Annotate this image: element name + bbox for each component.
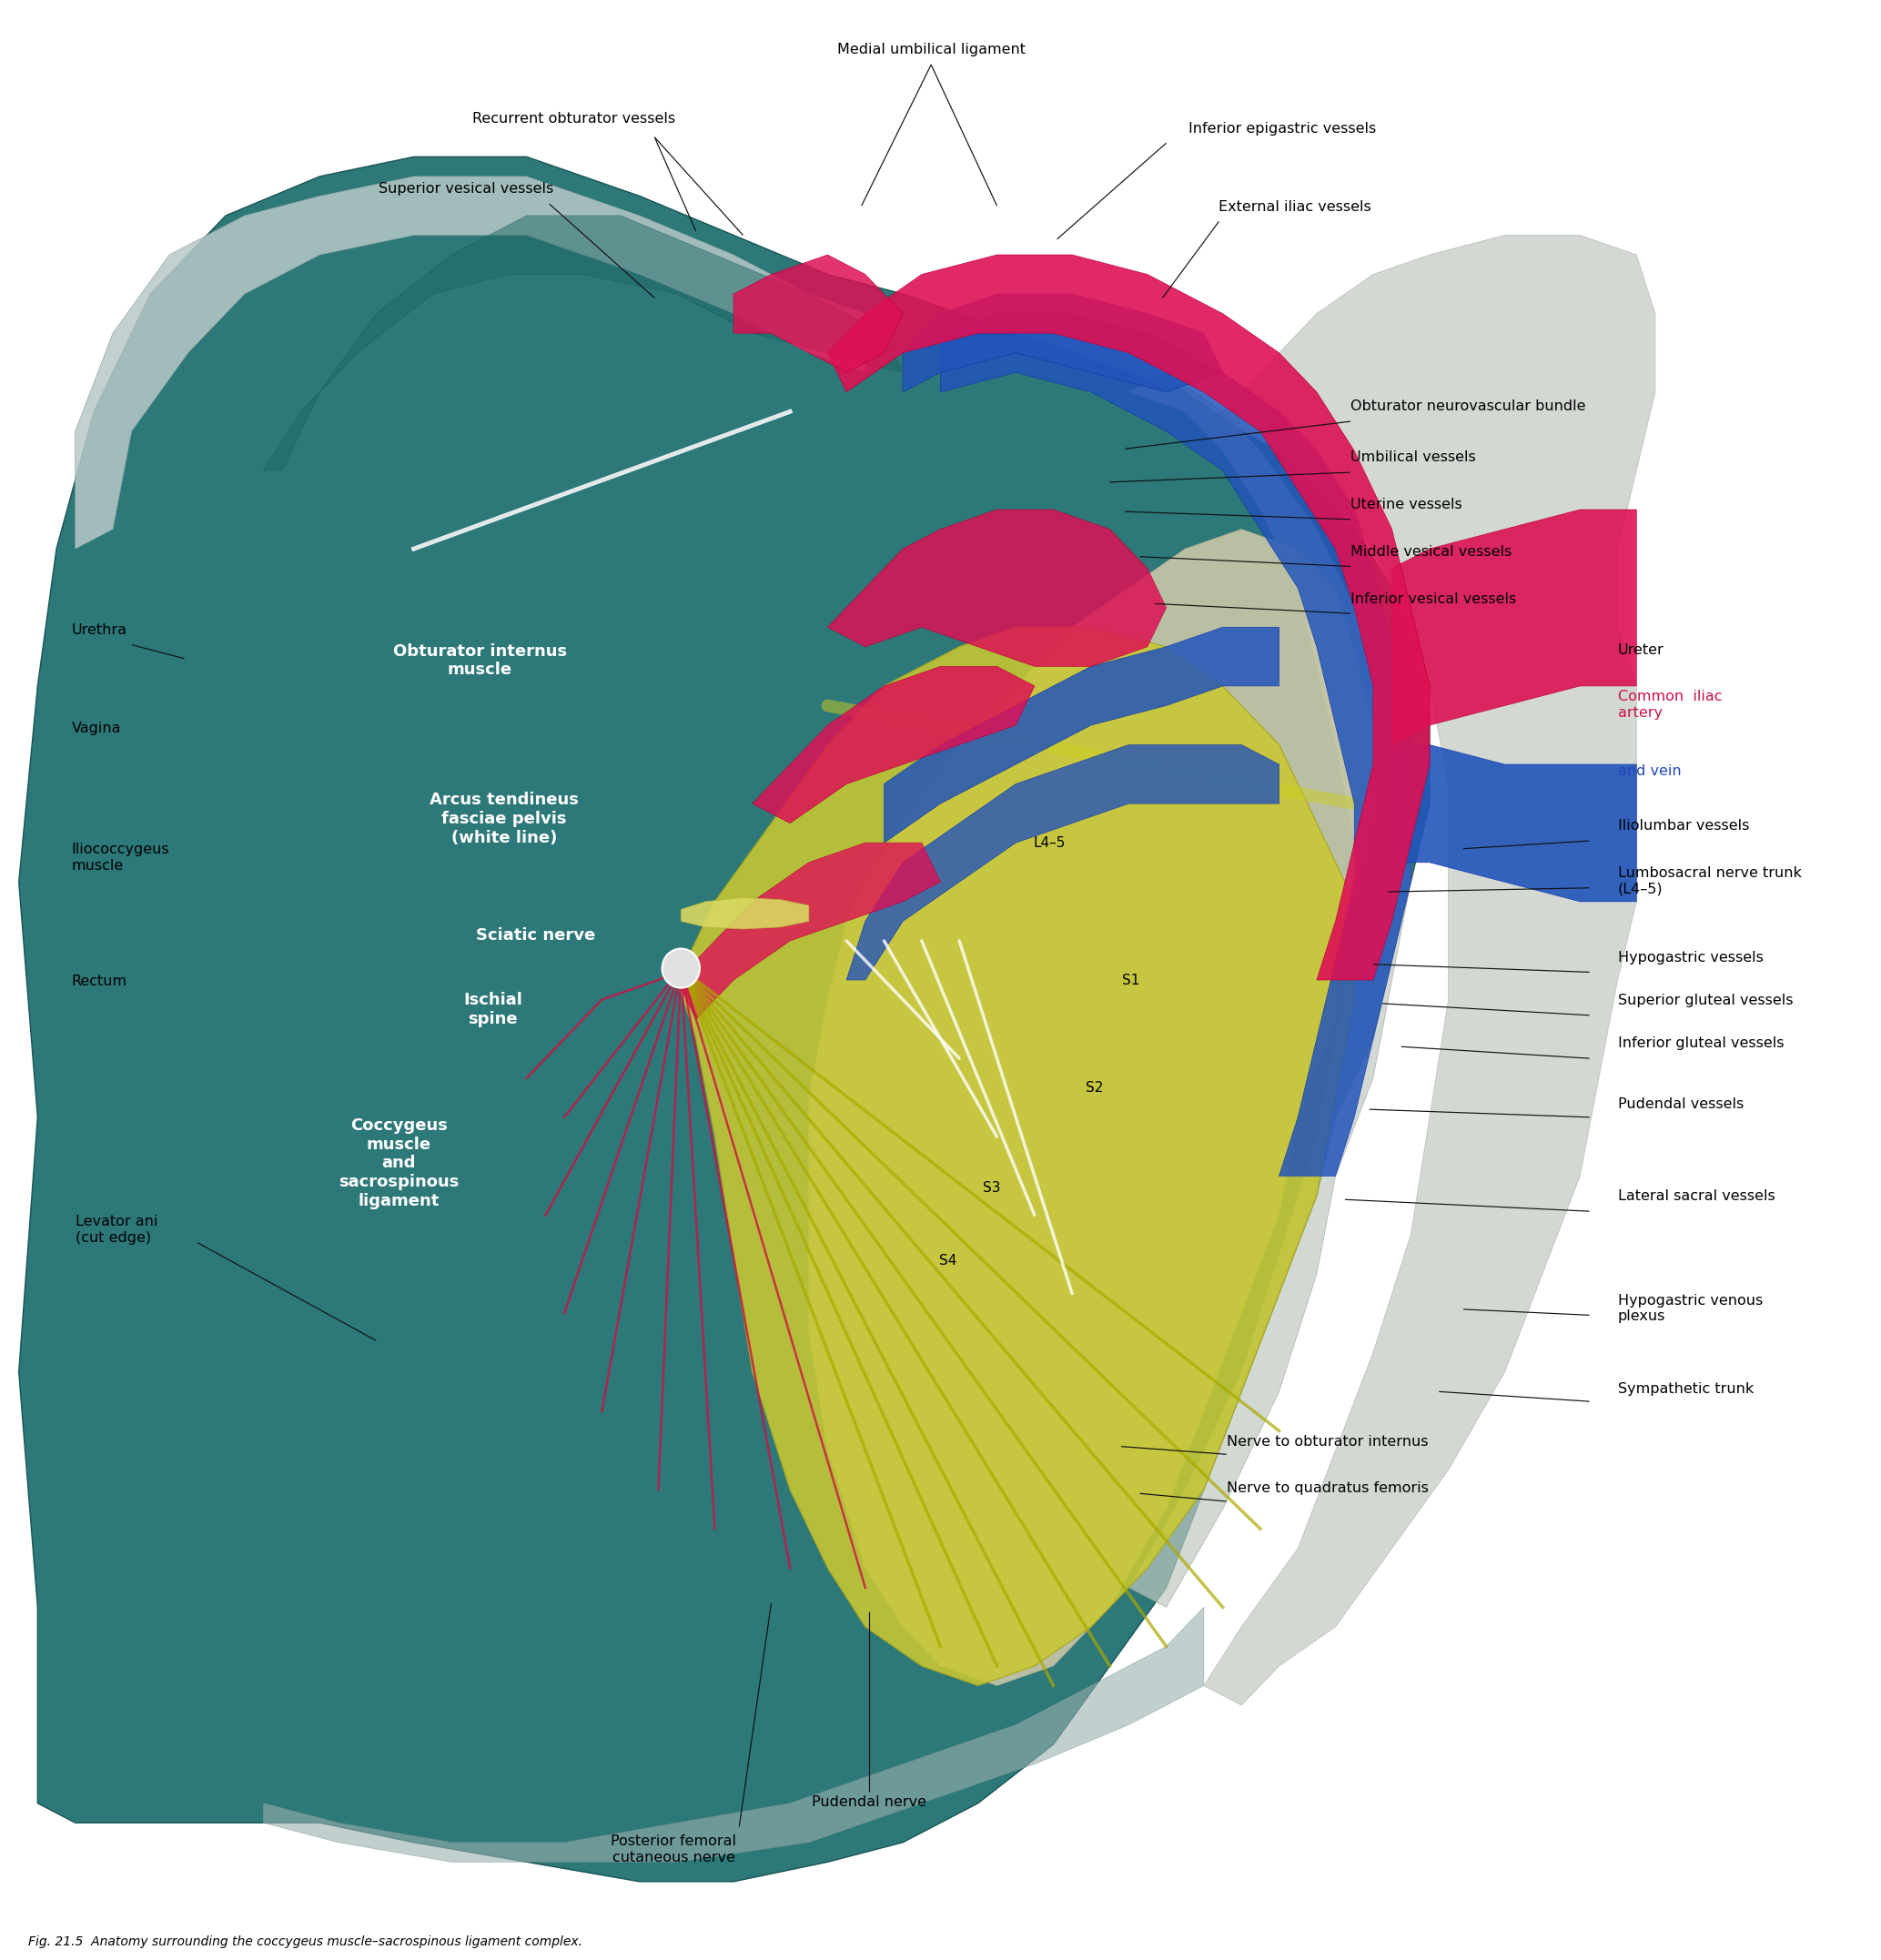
Polygon shape xyxy=(1392,510,1636,745)
Text: Coccygeus
muscle
and
sacrospinous
ligament: Coccygeus muscle and sacrospinous ligame… xyxy=(339,1117,459,1209)
Text: Uterine vessels: Uterine vessels xyxy=(1351,498,1462,512)
Polygon shape xyxy=(1392,745,1636,902)
Text: Arcus tendineus
fasciae pelvis
(white line): Arcus tendineus fasciae pelvis (white li… xyxy=(429,792,579,847)
Text: Pudendal vessels: Pudendal vessels xyxy=(1618,1098,1744,1111)
Text: Lumbosacral nerve trunk
(L4–5): Lumbosacral nerve trunk (L4–5) xyxy=(1618,866,1802,896)
Polygon shape xyxy=(75,176,865,549)
Polygon shape xyxy=(263,1607,1204,1862)
Polygon shape xyxy=(677,843,940,1019)
Polygon shape xyxy=(19,157,1430,1882)
Text: L4–5: L4–5 xyxy=(1033,837,1067,849)
Text: Obturator internus
muscle: Obturator internus muscle xyxy=(393,643,566,678)
Text: Posterior femoral
cutaneous nerve: Posterior femoral cutaneous nerve xyxy=(611,1835,735,1864)
Text: Common  iliac
artery: Common iliac artery xyxy=(1618,690,1721,719)
Text: S1: S1 xyxy=(1121,974,1140,986)
Text: S4: S4 xyxy=(939,1254,957,1266)
Text: Middle vesical vessels: Middle vesical vessels xyxy=(1351,545,1512,559)
Text: Superior gluteal vessels: Superior gluteal vessels xyxy=(1618,994,1793,1007)
Polygon shape xyxy=(809,529,1373,1686)
Polygon shape xyxy=(1204,235,1655,1705)
Text: Fig. 21.5  Anatomy surrounding the coccygeus muscle–sacrospinous ligament comple: Fig. 21.5 Anatomy surrounding the coccyg… xyxy=(28,1936,583,1948)
Text: Superior vesical vessels: Superior vesical vessels xyxy=(378,182,555,196)
Polygon shape xyxy=(903,294,1223,392)
Polygon shape xyxy=(734,255,903,372)
Polygon shape xyxy=(940,314,1411,1176)
Text: Levator ani
(cut edge): Levator ani (cut edge) xyxy=(75,1215,158,1245)
Text: Ischial
spine: Ischial spine xyxy=(463,992,523,1027)
Polygon shape xyxy=(1129,372,1411,1607)
Polygon shape xyxy=(677,627,1354,1686)
Text: Nerve to obturator internus: Nerve to obturator internus xyxy=(1226,1435,1428,1448)
Polygon shape xyxy=(263,216,903,470)
Text: Inferior vesical vessels: Inferior vesical vessels xyxy=(1351,592,1516,606)
Text: Iliolumbar vessels: Iliolumbar vessels xyxy=(1618,819,1749,833)
Text: Nerve to quadratus femoris: Nerve to quadratus femoris xyxy=(1226,1482,1428,1495)
Text: Umbilical vessels: Umbilical vessels xyxy=(1351,451,1477,465)
Text: S3: S3 xyxy=(982,1182,1001,1194)
Text: Inferior gluteal vessels: Inferior gluteal vessels xyxy=(1618,1037,1783,1051)
Text: External iliac vessels: External iliac vessels xyxy=(1219,200,1371,214)
Text: Urethra: Urethra xyxy=(71,623,128,637)
Text: Obturator neurovascular bundle: Obturator neurovascular bundle xyxy=(1351,400,1586,414)
Text: S2: S2 xyxy=(1085,1082,1104,1094)
Polygon shape xyxy=(828,255,1430,980)
Text: Hypogastric venous
plexus: Hypogastric venous plexus xyxy=(1618,1294,1762,1323)
Text: Rectum: Rectum xyxy=(71,974,128,988)
Text: Sympathetic trunk: Sympathetic trunk xyxy=(1618,1382,1753,1396)
Polygon shape xyxy=(846,745,1279,980)
Text: Hypogastric vessels: Hypogastric vessels xyxy=(1618,951,1762,964)
Circle shape xyxy=(662,949,700,988)
Polygon shape xyxy=(752,666,1035,823)
Text: Medial umbilical ligament: Medial umbilical ligament xyxy=(837,43,1025,57)
Polygon shape xyxy=(828,510,1166,666)
Polygon shape xyxy=(681,898,809,929)
Text: and vein: and vein xyxy=(1618,764,1682,778)
Text: Iliococcygeus
muscle: Iliococcygeus muscle xyxy=(71,843,169,872)
Text: Sciatic nerve: Sciatic nerve xyxy=(476,927,596,943)
Text: Recurrent obturator vessels: Recurrent obturator vessels xyxy=(472,112,675,125)
Text: Pudendal nerve: Pudendal nerve xyxy=(813,1795,925,1809)
Polygon shape xyxy=(884,627,1279,843)
Text: Lateral sacral vessels: Lateral sacral vessels xyxy=(1618,1190,1776,1203)
Text: Ureter: Ureter xyxy=(1618,643,1665,657)
Text: Inferior epigastric vessels: Inferior epigastric vessels xyxy=(1189,122,1377,135)
Text: Vagina: Vagina xyxy=(71,721,120,735)
